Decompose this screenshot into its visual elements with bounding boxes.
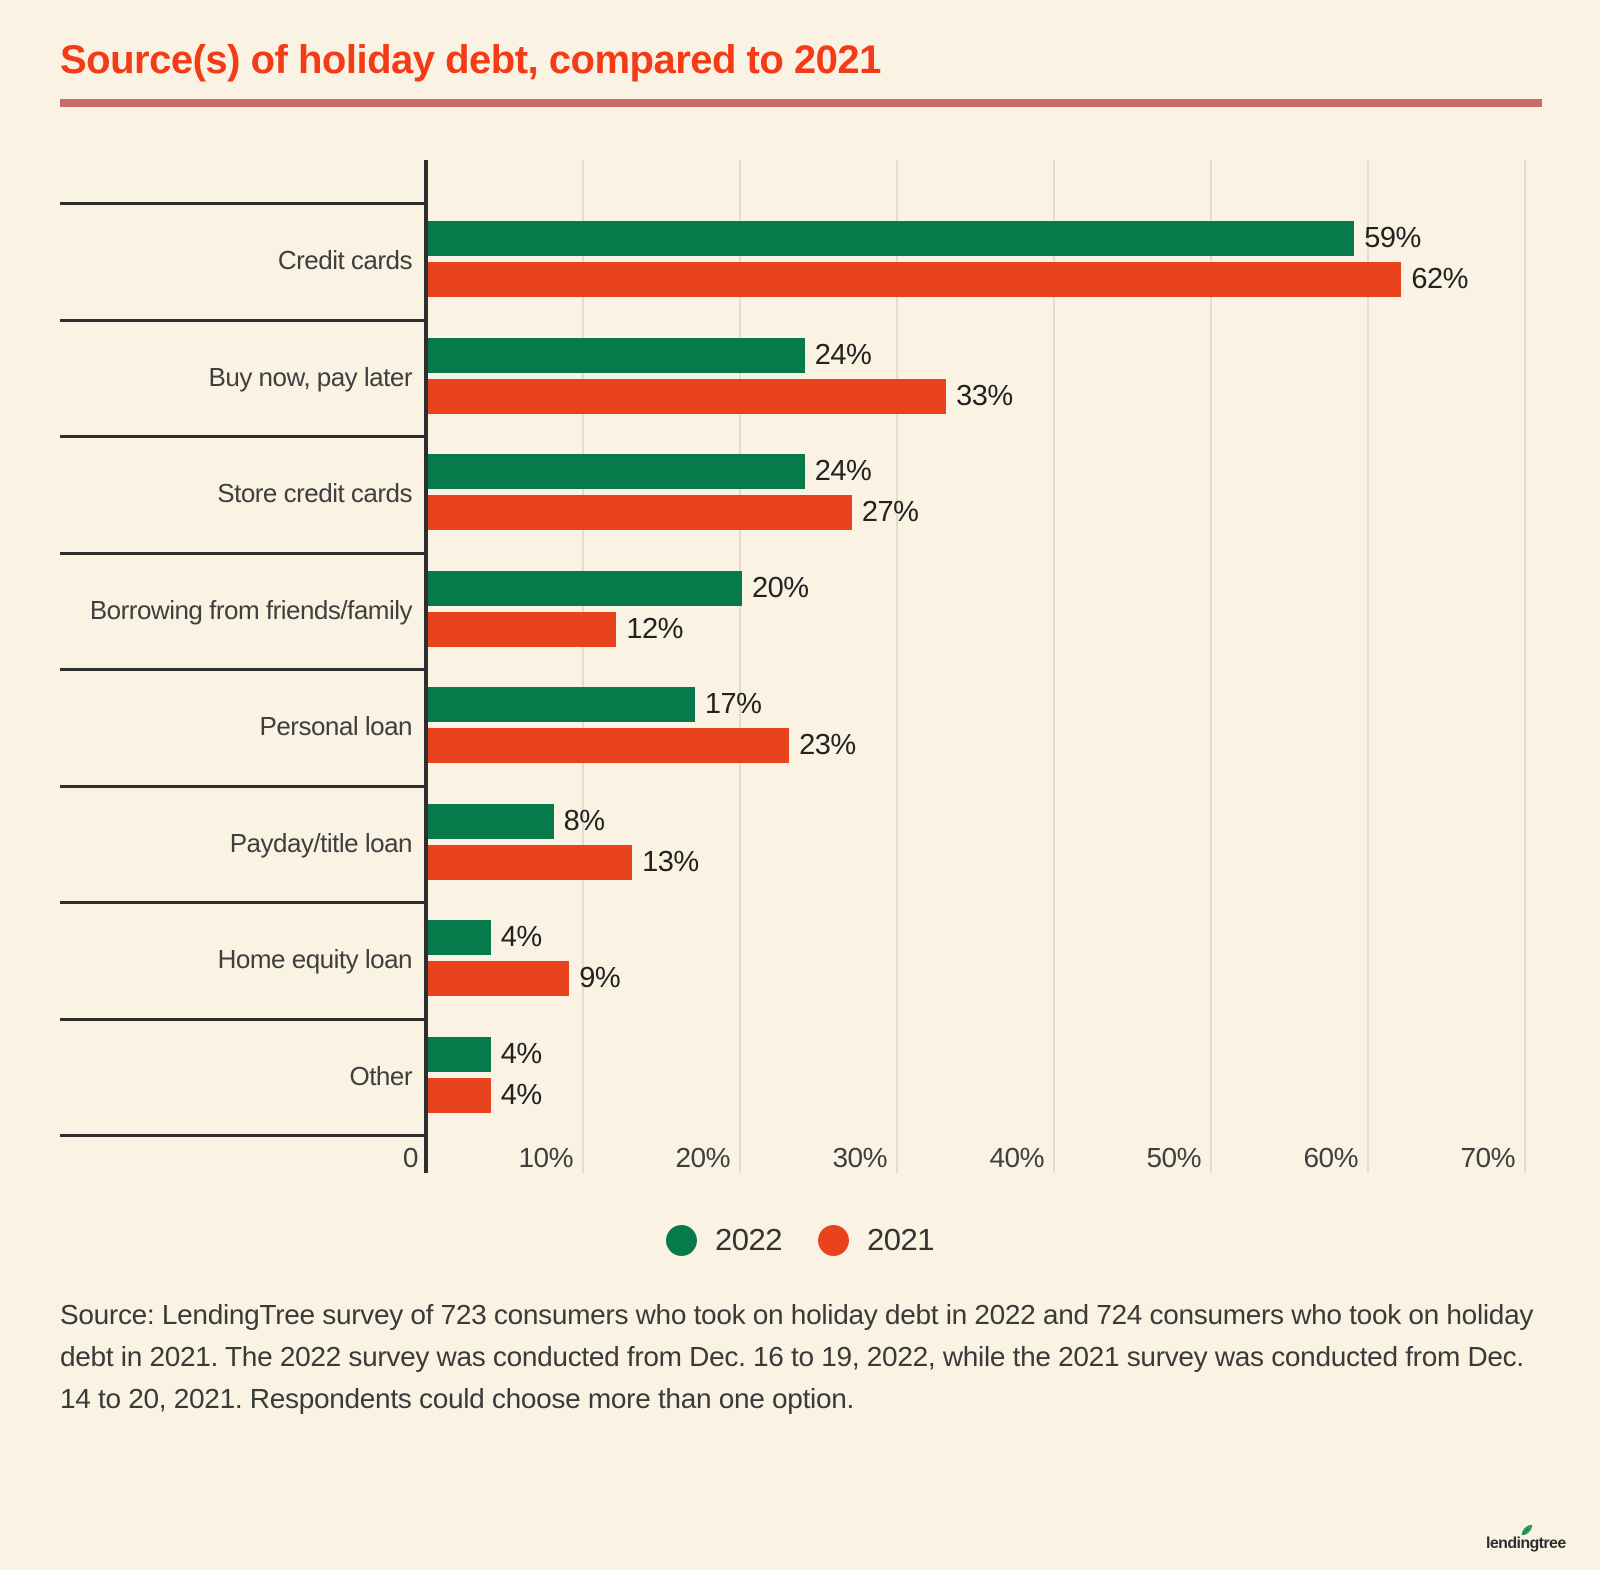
bar-2021 xyxy=(428,961,570,996)
bar-2021 xyxy=(428,262,1402,297)
y-axis-line xyxy=(424,160,428,1173)
bar-value-label: 33% xyxy=(956,379,1013,412)
legend-label: 2021 xyxy=(867,1222,934,1257)
bar-value-label: 13% xyxy=(642,845,699,878)
bar-2022 xyxy=(428,337,805,373)
bar-2021 xyxy=(428,378,947,414)
bar-2022 xyxy=(428,221,1355,256)
leaf-icon xyxy=(1521,1524,1533,1536)
bar-2022 xyxy=(428,803,554,839)
bar-chart: Credit cards 59% 62% Buy now, pay later 24% 3… xyxy=(60,160,1530,1173)
bar-2021 xyxy=(428,495,852,530)
chart-title: Source(s) of holiday debt, compared to 2… xyxy=(60,38,881,82)
lendingtree-logo: lendingtree xyxy=(1486,1524,1576,1560)
table-row: Buy now, pay later 24% 33% xyxy=(60,319,1530,436)
bar-2021 xyxy=(428,728,790,763)
table-row: Other 4% 4% xyxy=(60,1018,1530,1135)
category-label: Other xyxy=(349,1060,412,1091)
legend-dot-2022 xyxy=(666,1224,698,1256)
bar-2022 xyxy=(428,1036,491,1072)
table-row: Credit cards 59% 62% xyxy=(60,202,1530,319)
legend-item: 2021 xyxy=(818,1222,934,1258)
table-row: Payday/title loan 8% 13% xyxy=(60,785,1530,902)
gridline xyxy=(896,160,898,1173)
x-tick-label: 30% xyxy=(832,1142,887,1173)
legend-label: 2022 xyxy=(715,1222,782,1257)
category-label: Home equity loan xyxy=(217,944,413,974)
bar-2022 xyxy=(428,920,491,955)
gridline xyxy=(739,160,741,1173)
bar-value-label: 62% xyxy=(1411,263,1468,295)
bar-value-label: 27% xyxy=(861,496,919,528)
row-separator xyxy=(60,784,426,788)
bar-value-label: 59% xyxy=(1364,222,1421,254)
bar-value-label: 17% xyxy=(704,688,762,720)
x-tick-label: 50% xyxy=(1146,1142,1201,1173)
bar-value-label: 20% xyxy=(752,571,809,604)
bar-value-label: 23% xyxy=(799,729,856,761)
bar-value-label: 24% xyxy=(814,338,872,371)
bar-value-label: 4% xyxy=(500,1037,542,1070)
gridline xyxy=(1053,160,1055,1173)
bar-value-label: 8% xyxy=(563,804,605,837)
x-tick-label: 10% xyxy=(518,1142,573,1173)
category-label: Borrowing from friends/family xyxy=(89,594,413,625)
x-tick-label: 0 xyxy=(402,1142,419,1173)
bar-value-label: 9% xyxy=(579,962,621,994)
bar-2022 xyxy=(428,570,742,606)
title-underline xyxy=(60,99,1542,107)
bar-value-label: 4% xyxy=(500,1078,542,1111)
category-label: Store credit cards xyxy=(217,478,412,508)
bar-2022 xyxy=(428,687,695,722)
bar-2021 xyxy=(428,611,617,647)
category-label: Buy now, pay later xyxy=(208,361,413,392)
table-row: Borrowing from friends/family 20% 12% xyxy=(60,552,1530,669)
x-tick-label: 70% xyxy=(1460,1142,1515,1173)
table-row: Personal loan 17% 23% xyxy=(60,668,1530,785)
bar-2022 xyxy=(428,454,805,489)
category-label: Credit cards xyxy=(277,245,413,275)
x-tick-label: 40% xyxy=(989,1142,1044,1173)
gridline xyxy=(1524,160,1526,1173)
bar-2021 xyxy=(428,844,633,880)
row-separator xyxy=(60,318,426,322)
row-separator xyxy=(60,202,426,205)
bar-value-label: 12% xyxy=(626,612,683,645)
legend-item: 2022 xyxy=(666,1222,782,1258)
bar-value-label: 4% xyxy=(500,921,542,953)
source-note: Source: LendingTree survey of 723 consum… xyxy=(60,1299,1534,1414)
gridline xyxy=(582,160,584,1173)
row-separator xyxy=(60,668,426,671)
row-separator xyxy=(60,1134,426,1137)
x-tick-label: 60% xyxy=(1303,1142,1358,1173)
category-label: Payday/title loan xyxy=(229,827,413,858)
logo-text: lendingtree xyxy=(1486,1535,1566,1552)
row-separator xyxy=(60,1017,426,1021)
table-row: Store credit cards 24% 27% xyxy=(60,435,1530,552)
x-tick-label: 20% xyxy=(675,1142,730,1173)
gridline xyxy=(1367,160,1369,1173)
row-separator xyxy=(60,435,426,438)
bar-value-label: 24% xyxy=(814,455,872,487)
legend: 2022 2021 xyxy=(0,1218,1600,1262)
bar-2021 xyxy=(428,1077,491,1113)
table-row: Home equity loan 4% 9% xyxy=(60,901,1530,1018)
gridline xyxy=(1210,160,1212,1173)
row-separator xyxy=(60,551,426,555)
category-label: Personal loan xyxy=(259,711,413,741)
row-separator xyxy=(60,901,426,904)
legend-dot-2021 xyxy=(818,1224,849,1256)
